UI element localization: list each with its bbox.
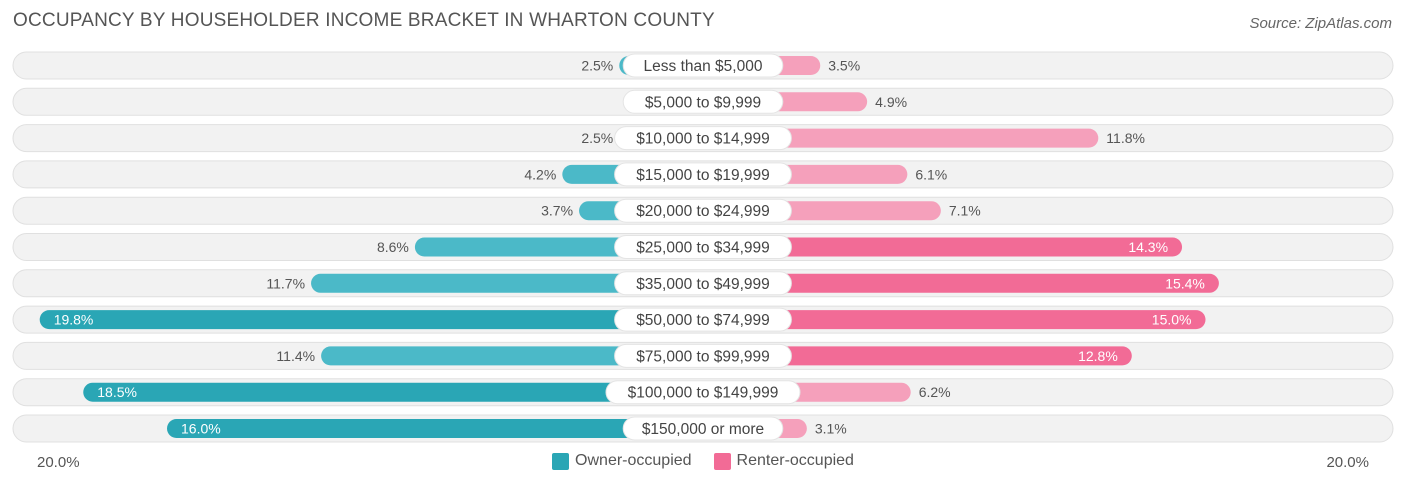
owner-bar <box>321 346 703 366</box>
renter-value-label: 14.3% <box>1128 239 1168 255</box>
owner-value-label: 11.4% <box>276 348 315 364</box>
renter-value-label: 3.5% <box>828 58 860 74</box>
renter-value-label: 7.1% <box>949 203 981 219</box>
category-pill <box>605 380 801 405</box>
category-label: $150,000 or more <box>642 421 764 438</box>
category-pill <box>614 307 792 332</box>
chart-title: OCCUPANCY BY HOUSEHOLDER INCOME BRACKET … <box>13 10 715 31</box>
category-label: $5,000 to $9,999 <box>645 94 761 111</box>
renter-bar <box>703 237 1183 257</box>
category-label: $75,000 to $99,999 <box>636 348 770 365</box>
diverging-bar-chart: 2.5%3.5%Less than $5,0001.2%4.9%$5,000 t… <box>12 51 1394 443</box>
legend-item-renter[interactable]: Renter-occupied <box>713 452 854 470</box>
category-label: $10,000 to $14,999 <box>636 131 770 148</box>
owner-value-label: 16.0% <box>181 421 221 437</box>
owner-value-label: 2.5% <box>581 130 613 146</box>
category-label: $50,000 to $74,999 <box>636 312 770 329</box>
owner-swatch-icon <box>552 452 570 470</box>
renter-swatch-icon <box>713 452 731 470</box>
owner-value-label: 8.6% <box>377 239 409 255</box>
axis-label-left: 20.0% <box>37 454 80 471</box>
renter-value-label: 6.2% <box>919 384 951 400</box>
source-credit: Source: ZipAtlas.com <box>1249 15 1392 32</box>
axis-label-right: 20.0% <box>1326 454 1369 471</box>
renter-value-label: 15.4% <box>1165 275 1205 291</box>
category-label: $100,000 to $149,999 <box>628 385 779 402</box>
category-label: $25,000 to $34,999 <box>636 240 770 257</box>
category-label: $15,000 to $19,999 <box>636 167 770 184</box>
owner-bar <box>83 382 703 402</box>
renter-value-label: 15.0% <box>1152 312 1192 328</box>
renter-bar <box>703 128 1099 148</box>
renter-value-label: 6.1% <box>915 166 947 182</box>
owner-bar <box>311 273 703 293</box>
renter-value-label: 12.8% <box>1078 348 1118 364</box>
category-label: $20,000 to $24,999 <box>636 203 770 220</box>
legend-label-owner: Owner-occupied <box>575 452 692 469</box>
category-pill <box>614 198 792 223</box>
category-pill <box>622 53 784 78</box>
category-pill <box>614 126 792 151</box>
renter-value-label: 4.9% <box>875 94 907 110</box>
owner-value-label: 4.2% <box>524 166 556 182</box>
owner-value-label: 19.8% <box>54 312 94 328</box>
legend-item-owner[interactable]: Owner-occupied <box>552 452 692 470</box>
renter-bar <box>703 273 1219 293</box>
category-pill <box>614 271 792 296</box>
category-label: $35,000 to $49,999 <box>636 276 770 293</box>
owner-value-label: 2.5% <box>581 58 613 74</box>
owner-value-label: 18.5% <box>97 384 137 400</box>
category-pill <box>614 162 792 187</box>
renter-value-label: 3.1% <box>815 421 847 437</box>
owner-value-label: 3.7% <box>541 203 573 219</box>
owner-value-label: 11.7% <box>266 275 305 291</box>
category-pill <box>622 89 784 114</box>
legend: Owner-occupied Renter-occupied <box>0 452 1406 470</box>
category-pill <box>614 235 792 259</box>
renter-bar <box>703 310 1206 330</box>
owner-bar <box>39 310 703 330</box>
category-pill <box>614 343 792 368</box>
legend-label-renter: Renter-occupied <box>736 452 854 469</box>
renter-value-label: 11.8% <box>1106 130 1145 146</box>
category-pill <box>622 416 784 441</box>
category-label: Less than $5,000 <box>644 58 763 75</box>
renter-bar <box>703 346 1132 366</box>
owner-bar <box>167 419 703 438</box>
